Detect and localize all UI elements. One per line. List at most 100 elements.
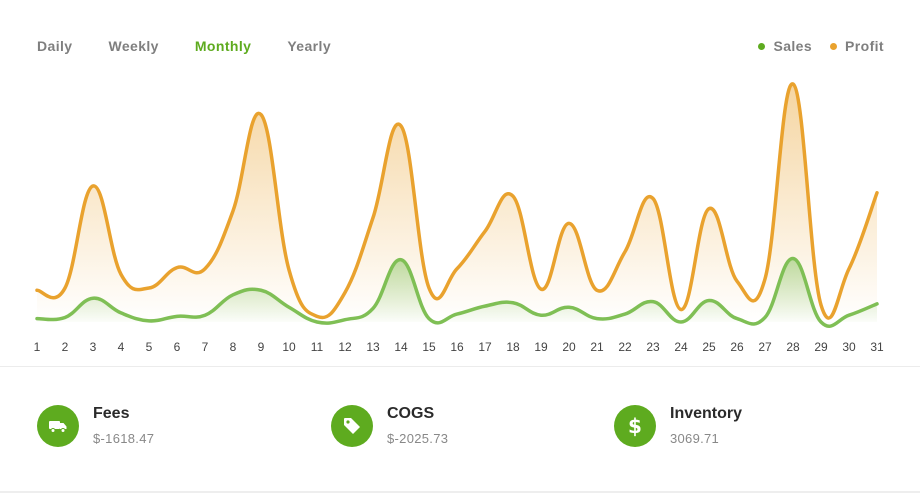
data-point-sales[interactable] [764, 316, 767, 319]
x-tick-label: 31 [870, 340, 884, 354]
data-point-sales[interactable] [624, 313, 627, 316]
data-point-sales[interactable] [652, 300, 655, 303]
x-tick-label: 3 [90, 340, 97, 354]
stat-fees: Fees $-1618.47 [37, 405, 154, 447]
data-point-profit[interactable] [148, 287, 151, 290]
chart-legend: Sales Profit [758, 38, 884, 54]
tab-monthly[interactable]: Monthly [194, 38, 252, 54]
x-tick-label: 12 [338, 340, 352, 354]
x-tick-label: 4 [118, 340, 125, 354]
data-point-profit[interactable] [92, 185, 95, 188]
data-point-sales[interactable] [344, 318, 347, 321]
tab-yearly[interactable]: Yearly [287, 38, 332, 54]
data-point-profit[interactable] [596, 289, 599, 292]
data-point-profit[interactable] [820, 304, 823, 307]
bottom-divider [0, 491, 920, 493]
data-point-profit[interactable] [764, 277, 767, 280]
tag-icon [331, 405, 373, 447]
data-point-profit[interactable] [484, 230, 487, 233]
data-point-sales[interactable] [316, 321, 319, 324]
data-point-sales[interactable] [456, 313, 459, 316]
x-tick-label: 15 [422, 340, 436, 354]
stat-inventory-label: Inventory [670, 404, 743, 422]
series-area-sales [37, 258, 877, 327]
data-point-profit[interactable] [428, 287, 431, 290]
data-point-sales[interactable] [484, 305, 487, 308]
area-chart: 1 2 3 4 5 6 7 8 9 10 11 12 13 14 15 16 17 18 19 20 21 22 23 24 2… [34, 82, 884, 354]
data-point-sales[interactable] [680, 321, 683, 324]
series-line-sales[interactable] [35, 256, 879, 328]
data-point-profit[interactable] [512, 195, 515, 198]
data-point-sales[interactable] [876, 302, 879, 305]
data-point-sales[interactable] [512, 301, 515, 304]
x-tick-label: 8 [230, 340, 237, 354]
data-point-sales[interactable] [372, 307, 375, 310]
data-point-profit[interactable] [232, 209, 235, 212]
data-point-sales[interactable] [260, 289, 263, 292]
data-point-profit[interactable] [400, 124, 403, 127]
data-point-profit[interactable] [344, 291, 347, 294]
data-point-profit[interactable] [204, 267, 207, 270]
data-point-sales[interactable] [540, 314, 543, 317]
data-point-sales[interactable] [568, 306, 571, 309]
data-point-sales[interactable] [792, 257, 795, 260]
x-tick-label: 22 [618, 340, 632, 354]
data-point-profit[interactable] [876, 191, 879, 194]
legend-label-sales: Sales [773, 38, 813, 54]
dollar-icon: $ [614, 405, 656, 447]
data-point-sales[interactable] [400, 258, 403, 261]
legend-item-profit[interactable]: Profit [830, 38, 884, 54]
data-point-sales[interactable] [428, 317, 431, 320]
data-point-profit[interactable] [680, 308, 683, 311]
data-point-sales[interactable] [848, 314, 851, 317]
x-tick-label: 24 [674, 340, 688, 354]
x-tick-label: 21 [590, 340, 604, 354]
x-tick-label: 7 [202, 340, 209, 354]
x-tick-label: 27 [758, 340, 772, 354]
legend-item-sales[interactable]: Sales [758, 38, 812, 54]
data-point-profit[interactable] [848, 267, 851, 270]
data-point-profit[interactable] [288, 268, 291, 271]
data-point-sales[interactable] [288, 306, 291, 309]
period-tabs: Daily Weekly Monthly Yearly [37, 38, 331, 54]
series-line-profit[interactable] [35, 82, 879, 320]
x-tick-label: 26 [730, 340, 744, 354]
data-point-sales[interactable] [596, 317, 599, 320]
data-point-sales[interactable] [64, 316, 67, 319]
x-tick-label: 28 [786, 340, 800, 354]
tab-weekly[interactable]: Weekly [108, 38, 159, 54]
data-point-sales[interactable] [176, 315, 179, 318]
data-point-profit[interactable] [372, 216, 375, 219]
x-tick-label: 5 [146, 340, 153, 354]
data-point-profit[interactable] [708, 207, 711, 210]
data-point-sales[interactable] [820, 321, 823, 324]
data-point-profit[interactable] [568, 222, 571, 225]
x-tick-label: 25 [702, 340, 716, 354]
data-point-profit[interactable] [736, 280, 739, 283]
data-point-profit[interactable] [316, 315, 319, 318]
truck-icon [37, 405, 79, 447]
data-point-sales[interactable] [36, 317, 39, 320]
tab-daily[interactable]: Daily [37, 38, 73, 54]
x-tick-label: 20 [562, 340, 576, 354]
data-point-profit[interactable] [624, 250, 627, 253]
data-point-sales[interactable] [232, 293, 235, 296]
data-point-profit[interactable] [456, 267, 459, 270]
data-point-profit[interactable] [36, 289, 39, 292]
data-point-sales[interactable] [708, 299, 711, 302]
data-point-profit[interactable] [176, 266, 179, 269]
data-point-sales[interactable] [204, 314, 207, 317]
data-point-profit[interactable] [64, 287, 67, 290]
data-point-sales[interactable] [120, 311, 123, 314]
x-tick-label: 14 [394, 340, 408, 354]
data-point-sales[interactable] [736, 317, 739, 320]
data-point-sales[interactable] [148, 319, 151, 322]
x-tick-label: 1 [34, 340, 41, 354]
data-point-profit[interactable] [120, 273, 123, 276]
x-tick-label: 10 [282, 340, 296, 354]
data-point-profit[interactable] [792, 83, 795, 86]
data-point-profit[interactable] [652, 197, 655, 200]
data-point-profit[interactable] [540, 288, 543, 291]
data-point-profit[interactable] [260, 113, 263, 116]
data-point-sales[interactable] [92, 297, 95, 300]
